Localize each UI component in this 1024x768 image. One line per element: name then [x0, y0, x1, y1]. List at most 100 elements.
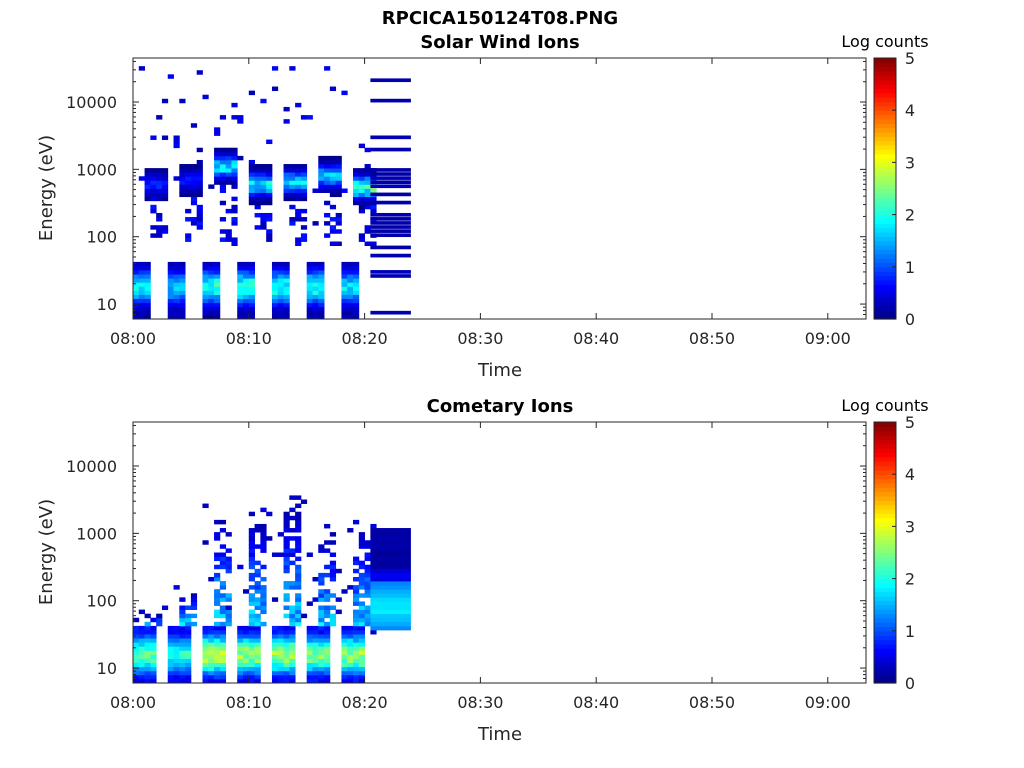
heatmap-cell: [353, 674, 360, 680]
heatmap-cell: [144, 184, 151, 189]
heatmap-cell: [353, 172, 360, 177]
heatmap-cell: [260, 621, 267, 627]
heatmap-cell: [248, 159, 255, 165]
heatmap-cell: [161, 605, 169, 610]
heatmap-cell: [347, 302, 354, 308]
heatmap-cell: [214, 638, 221, 643]
heatmap-cell: [248, 302, 255, 308]
heatmap-cell: [138, 662, 145, 668]
heatmap-cell: [353, 560, 360, 566]
heatmap-cell: [208, 666, 215, 672]
heatmap-cell: [289, 188, 296, 193]
heatmap-cell: [329, 164, 337, 169]
heatmap-cell: [219, 519, 227, 525]
heatmap-cell: [318, 634, 325, 639]
heatmap-cell: [364, 147, 371, 153]
heatmap-cell: [248, 621, 255, 627]
colorbar-segment: [874, 162, 896, 168]
heatmap-cell: [173, 261, 180, 267]
heatmap-cell: [214, 609, 221, 615]
heatmap-cell: [254, 638, 261, 643]
heatmap-cell: [358, 678, 365, 684]
colorbar-segment: [874, 140, 896, 146]
heatmap-cell: [196, 217, 203, 222]
heatmap-cell: [179, 621, 186, 627]
heatmap-cell: [243, 261, 250, 267]
heatmap-cell: [364, 564, 371, 570]
heatmap-cell: [231, 155, 238, 161]
heatmap-cell: [133, 282, 140, 287]
heatmap-cell: [219, 597, 227, 602]
heatmap-cell: [318, 184, 325, 189]
heatmap-cell: [358, 184, 365, 189]
heatmap-cell: [364, 593, 371, 598]
heatmap-cell: [248, 646, 255, 651]
heatmap-cell: [283, 168, 290, 173]
heatmap-cell: [341, 654, 348, 659]
colorbar-segment: [874, 430, 896, 436]
heatmap-cell: [300, 233, 308, 238]
heatmap-cell: [225, 609, 232, 615]
heatmap-cell: [289, 662, 296, 668]
heatmap-cell: [260, 176, 267, 181]
heatmap-cell: [248, 593, 255, 598]
heatmap-cell: [237, 261, 244, 267]
heatmap-cell: [329, 617, 337, 623]
heatmap-cell: [277, 298, 284, 304]
heatmap-cell: [271, 310, 279, 316]
heatmap-cell: [248, 192, 255, 198]
heatmap-cell: [214, 670, 221, 676]
heatmap-cell: [353, 576, 360, 582]
colorbar-segment: [874, 58, 896, 63]
heatmap-cell: [341, 286, 348, 291]
heatmap-cell: [289, 196, 296, 202]
colorbar-segment: [874, 305, 896, 311]
heatmap-cell: [248, 532, 255, 537]
heatmap-cell: [353, 294, 360, 300]
heatmap-cell: [167, 261, 174, 267]
heatmap-cell: [167, 306, 174, 312]
heatmap-cell: [312, 282, 319, 287]
y-tick-label: 10000: [66, 457, 117, 476]
colorbar-segment: [874, 513, 896, 519]
colorbar-segment: [874, 522, 896, 527]
heatmap-cell: [248, 176, 255, 181]
heatmap-cell: [341, 642, 348, 647]
heatmap-cell: [248, 564, 255, 570]
heatmap-cell: [144, 650, 151, 655]
heatmap-cell: [370, 621, 411, 627]
heatmap-cell: [318, 548, 325, 553]
heatmap-cell: [248, 585, 255, 590]
heatmap-cell: [248, 544, 255, 549]
heatmap-cell: [150, 180, 157, 185]
heatmap-cell: [283, 585, 290, 590]
heatmap-cell: [133, 629, 140, 635]
heatmap-cell: [214, 613, 221, 619]
colorbar-segment: [874, 509, 896, 514]
heatmap-cell: [214, 270, 221, 275]
heatmap-cell: [329, 229, 337, 234]
heatmap-cell: [295, 212, 302, 218]
heatmap-cell: [318, 290, 325, 295]
heatmap-cell: [306, 306, 313, 312]
heatmap-cell: [225, 605, 232, 610]
heatmap-cell: [248, 576, 255, 582]
heatmap-cell: [179, 274, 186, 279]
heatmap-cell: [167, 290, 174, 295]
heatmap-cell: [173, 658, 180, 664]
heatmap-cell: [254, 528, 261, 533]
heatmap-cell: [254, 188, 261, 193]
heatmap-cell: [353, 180, 360, 185]
heatmap-cell: [231, 196, 238, 202]
heatmap-cell: [283, 625, 290, 631]
heatmap-cell: [219, 184, 227, 189]
heatmap-cell: [370, 274, 411, 278]
colorbar-segment: [874, 569, 896, 575]
heatmap-cell: [133, 617, 140, 623]
heatmap-cell: [260, 200, 267, 206]
heatmap-cell: [364, 225, 371, 230]
heatmap-cell: [318, 172, 325, 177]
heatmap-cell: [271, 261, 279, 267]
heatmap-cell: [237, 270, 244, 275]
heatmap-cell: [190, 184, 198, 189]
